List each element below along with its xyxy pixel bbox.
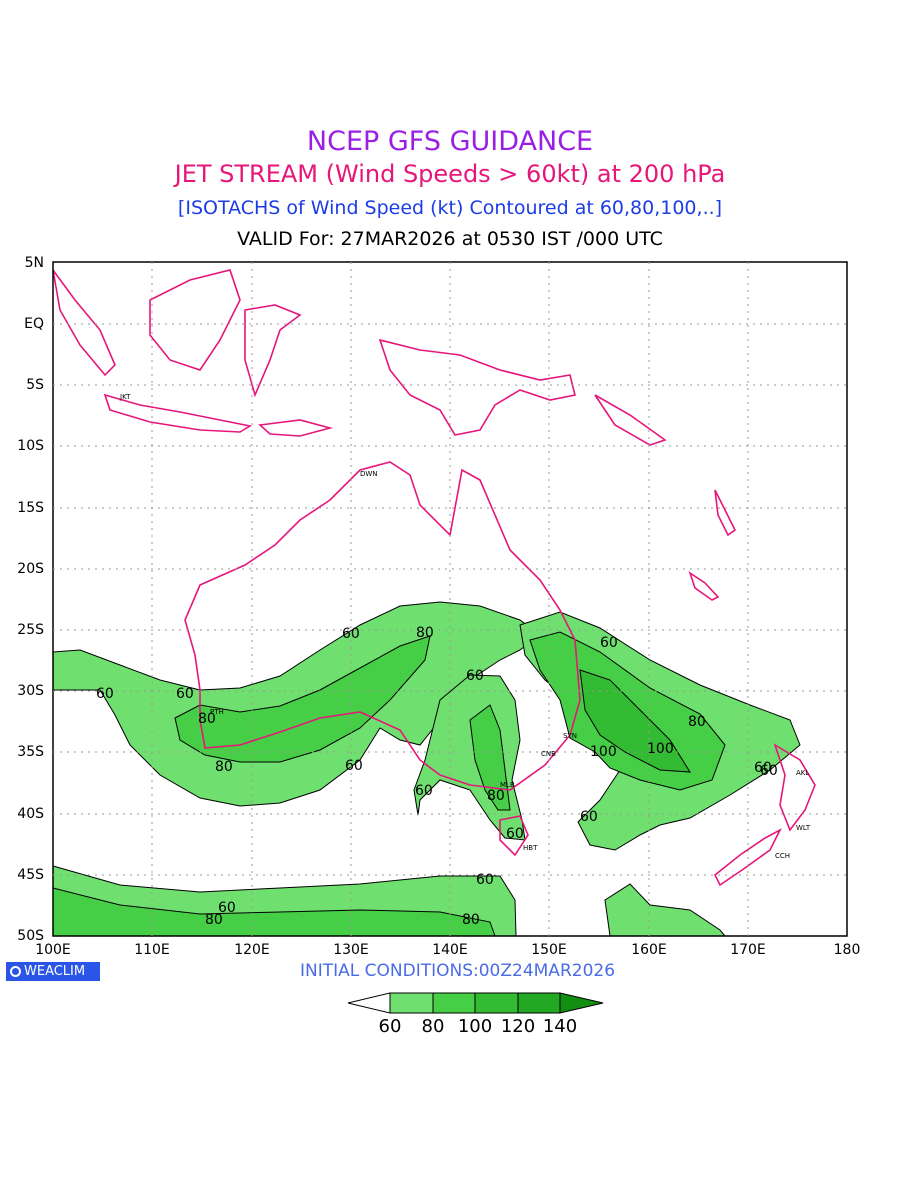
lat-label: 40S xyxy=(17,806,44,822)
city-jkt: JKT xyxy=(119,393,131,401)
lon-label: 130E xyxy=(333,942,369,958)
lat-label: 30S xyxy=(17,683,44,699)
new-caledonia-coastline xyxy=(688,571,720,601)
jet-south-east-60 xyxy=(604,883,727,937)
lat-label: 5S xyxy=(26,377,44,393)
lon-label: 180 xyxy=(833,942,861,958)
colorbar-120 xyxy=(517,992,561,1014)
lon-label: 110E xyxy=(134,942,170,958)
colorbar-60 xyxy=(389,992,434,1014)
sulawesi-coastline xyxy=(244,304,302,398)
contour-label: 80 xyxy=(198,711,216,727)
contour-label: 80 xyxy=(416,625,434,641)
city-mlb: MLB xyxy=(500,781,515,789)
contour-label: 60 xyxy=(754,760,772,776)
contour-label: 100 xyxy=(647,741,674,757)
tasmania-coastline xyxy=(499,815,529,857)
map-title: NCEP GFS GUIDANCE xyxy=(306,126,594,157)
lat-label: EQ xyxy=(24,316,44,332)
lat-label: 45S xyxy=(17,867,44,883)
contour-label: 60 xyxy=(176,686,194,702)
lon-label: 100E xyxy=(35,942,71,958)
new-guinea-coastline xyxy=(378,338,576,436)
colorbar-label: 80 xyxy=(421,1016,445,1037)
initial-conditions: INITIAL CONDITIONS:00Z24MAR2026 xyxy=(300,961,616,981)
contour-label: 80 xyxy=(688,714,706,730)
lon-label: 160E xyxy=(631,942,667,958)
weaclim-logo: WEACLIM xyxy=(6,962,100,981)
city-syn: SYN xyxy=(563,732,577,740)
contour-label: 80 xyxy=(462,912,480,928)
city-wlt: WLT xyxy=(796,824,811,832)
nz-north-coastline xyxy=(773,743,816,832)
contour-label: 60 xyxy=(476,872,494,888)
australia-coastline xyxy=(184,461,581,791)
contour-label: 80 xyxy=(205,912,223,928)
isotach-shading xyxy=(52,601,801,937)
coastlines xyxy=(52,269,816,887)
contour-labels: 60 80 60 80 60 80 60 60 100 80 60 100 60… xyxy=(96,625,778,928)
java-coastline xyxy=(103,393,253,433)
colorbar-label: 140 xyxy=(542,1016,578,1037)
colorbar-label: 60 xyxy=(378,1016,402,1037)
valid-time: VALID For: 27MAR2026 at 0530 IST /000 UT… xyxy=(237,228,663,250)
contour-label: 60 xyxy=(345,758,363,774)
logo-text: WEACLIM xyxy=(24,964,86,979)
lon-label: 150E xyxy=(531,942,567,958)
colorbar-under-triangle xyxy=(347,992,391,1014)
lat-label: 50S xyxy=(17,928,44,944)
contour-label: 60 xyxy=(760,763,778,779)
colorbar xyxy=(347,992,604,1014)
lat-label: 25S xyxy=(17,622,44,638)
timor-coastline xyxy=(258,419,334,437)
contour-label: 80 xyxy=(487,788,505,804)
contour-label: 60 xyxy=(218,900,236,916)
jet-tasman-100 xyxy=(579,669,691,773)
contour-label: 100 xyxy=(590,744,617,760)
contour-label: 80 xyxy=(215,759,233,775)
lat-label: 10S xyxy=(17,438,44,454)
lon-label: 140E xyxy=(432,942,468,958)
city-labels: JKT DWN PTH CNB SYN MLB HBT AKL WLT CCH xyxy=(119,393,811,860)
copyright-icon xyxy=(10,966,21,977)
map-subtitle: JET STREAM (Wind Speeds > 60kt) at 200 h… xyxy=(174,160,726,188)
vanuatu-coastline xyxy=(714,489,737,537)
solomon-coastline xyxy=(594,394,667,446)
contour-label: 60 xyxy=(506,826,524,842)
lat-label: 15S xyxy=(17,500,44,516)
lat-label: 20S xyxy=(17,561,44,577)
city-cch: CCH xyxy=(775,852,790,860)
contour-label: 60 xyxy=(415,783,433,799)
sumatra-coastline xyxy=(52,269,116,377)
city-cnb: CNB xyxy=(541,750,556,758)
colorbar-over-triangle xyxy=(559,992,604,1014)
city-hbt: HBT xyxy=(523,844,538,852)
city-dwn: DWN xyxy=(360,470,378,478)
contour-label: 60 xyxy=(342,626,360,642)
city-pth: PTH xyxy=(210,708,224,716)
contour-label: 60 xyxy=(466,668,484,684)
contour-label: 60 xyxy=(580,809,598,825)
colorbar-80 xyxy=(432,992,476,1014)
gridlines xyxy=(53,262,847,936)
jet-se-aus-80 xyxy=(469,704,511,811)
borneo-coastline xyxy=(149,269,241,371)
colorbar-100 xyxy=(474,992,519,1014)
lat-label: 5N xyxy=(24,255,44,271)
lon-label: 120E xyxy=(234,942,270,958)
colorbar-label: 100 xyxy=(457,1016,493,1037)
nz-south-coastline xyxy=(713,828,782,887)
contour-label: 60 xyxy=(600,635,618,651)
lon-label: 170E xyxy=(730,942,766,958)
city-akl: AKL xyxy=(796,769,809,777)
contour-note: [ISOTACHS of Wind Speed (kt) Contoured a… xyxy=(177,197,723,219)
colorbar-label: 120 xyxy=(500,1016,536,1037)
lat-label: 35S xyxy=(17,744,44,760)
contour-label: 60 xyxy=(96,686,114,702)
jet-core-west-80 xyxy=(174,635,431,763)
